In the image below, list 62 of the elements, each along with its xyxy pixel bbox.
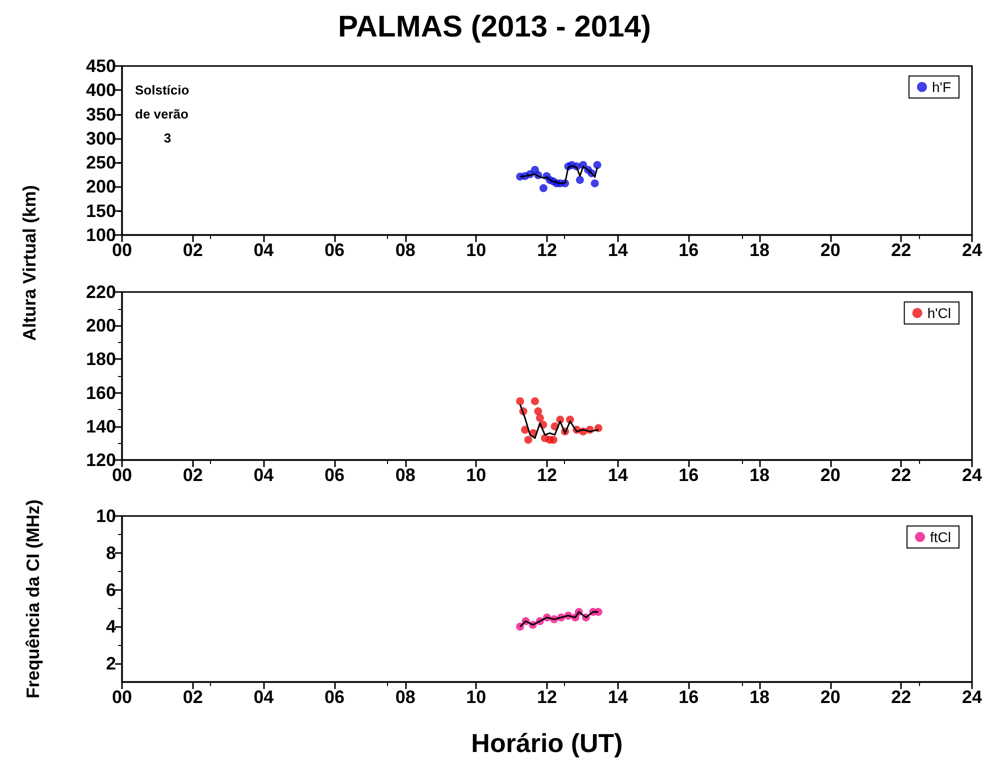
x-tick-label: 10	[466, 240, 486, 260]
y-tick-label: 2	[106, 654, 116, 674]
x-tick-label: 20	[820, 687, 840, 707]
annotation: Solstício de verão 3	[135, 82, 190, 146]
x-tick-label: 24	[962, 240, 982, 260]
y-tick-label: 400	[86, 80, 116, 100]
y-tick-label: 160	[86, 382, 116, 403]
x-tick-label: 08	[395, 465, 416, 485]
y-tick-label: 450	[86, 56, 116, 76]
x-tick-label: 22	[891, 240, 912, 260]
y-tick-label: 180	[86, 349, 116, 370]
x-tick-label: 04	[254, 465, 274, 485]
x-tick-label: 10	[466, 687, 486, 707]
legend-label: h'F	[932, 79, 952, 95]
y-tick-label: 8	[106, 542, 116, 563]
x-tick-label: 20	[820, 465, 840, 485]
x-tick-label: 02	[182, 465, 203, 485]
x-tick-label: 22	[891, 465, 912, 485]
x-tick-label: 14	[608, 465, 628, 485]
x-tick-label: 14	[608, 687, 628, 707]
x-tick-label: 16	[678, 465, 699, 485]
x-tick-label: 18	[749, 465, 770, 485]
x-tick-label: 22	[891, 687, 912, 707]
x-tick-label: 02	[182, 687, 203, 707]
y-tick-label: 250	[86, 152, 116, 173]
x-tick-label: 04	[254, 240, 274, 260]
x-tick-label: 18	[749, 240, 770, 260]
x-tick-label: 12	[536, 465, 558, 485]
x-tick-label: 10	[466, 465, 486, 485]
y-tick-label: 150	[86, 200, 116, 221]
y-axis-title: Altura Virtual (km)	[20, 185, 40, 341]
x-tick-label: 24	[962, 465, 982, 485]
x-tick-label: 16	[678, 240, 699, 260]
legend-label: ftCl	[930, 529, 951, 545]
y-tick-label: 6	[106, 580, 116, 600]
x-tick-label: 02	[182, 240, 203, 260]
y-tick-label: 200	[86, 176, 116, 197]
x-tick-label: 08	[395, 687, 416, 707]
x-tick-label: 20	[820, 240, 840, 260]
x-tick-label: 12	[536, 240, 558, 260]
x-tick-label: 18	[749, 687, 770, 707]
x-tick-label: 06	[324, 240, 345, 260]
x-tick-label: 14	[608, 240, 628, 260]
x-tick-label: 24	[962, 687, 982, 707]
x-tick-label: 00	[112, 687, 132, 707]
y-tick-label: 200	[86, 316, 116, 336]
x-tick-label: 06	[324, 687, 345, 707]
y-tick-label: 300	[86, 128, 116, 148]
x-tick-label: 06	[324, 465, 345, 485]
y-axis-title: Frequência da CI (MHz)	[23, 499, 43, 699]
legend-label: h'Cl	[927, 305, 952, 321]
x-tick-label: 12	[536, 687, 558, 707]
x-tick-label: 08	[395, 240, 416, 260]
y-tick-label: 140	[86, 416, 116, 436]
x-tick-label: 04	[254, 687, 274, 707]
y-tick-label: 350	[86, 104, 116, 124]
x-tick-label: 16	[678, 687, 699, 707]
y-tick-label: 4	[106, 616, 116, 637]
x-axis-title: Horário (UT)	[471, 728, 623, 758]
y-tick-label: 220	[86, 282, 116, 302]
y-tick-label: 10	[96, 506, 116, 526]
chart-title: PALMAS (2013 - 2014)	[338, 10, 651, 44]
